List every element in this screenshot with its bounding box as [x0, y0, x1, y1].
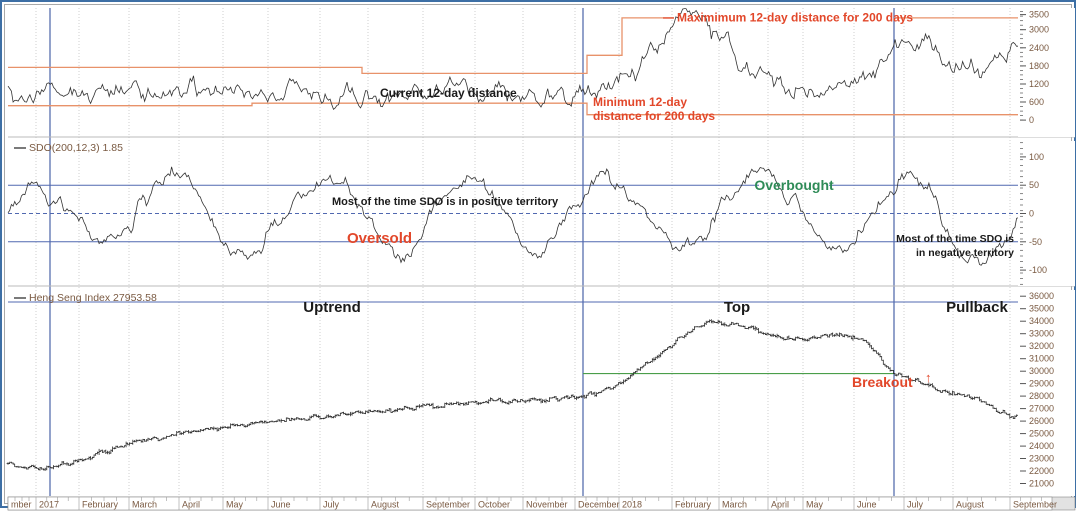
svg-text:September: September [426, 500, 470, 510]
svg-text:30000: 30000 [1029, 366, 1054, 376]
svg-text:1200: 1200 [1029, 79, 1049, 89]
svg-text:3500: 3500 [1029, 10, 1049, 20]
svg-text:June: June [271, 500, 291, 510]
svg-text:Minimum 12-day: Minimum 12-day [593, 95, 687, 109]
svg-text:Maximimum 12-day distance for: Maximimum 12-day distance for 200 days [677, 11, 913, 25]
svg-text:Overbought: Overbought [754, 177, 834, 193]
svg-text:26000: 26000 [1029, 416, 1054, 426]
svg-text:23000: 23000 [1029, 454, 1054, 464]
svg-text:34000: 34000 [1029, 316, 1054, 326]
svg-text:April: April [182, 500, 200, 510]
svg-text:21000: 21000 [1029, 479, 1054, 489]
svg-text:2017: 2017 [39, 500, 59, 510]
svg-text:↑: ↑ [925, 370, 932, 385]
svg-text:August: August [371, 500, 400, 510]
svg-text:mber: mber [11, 500, 32, 510]
svg-text:-100: -100 [1029, 265, 1047, 275]
svg-text:May: May [806, 500, 824, 510]
svg-text:25000: 25000 [1029, 429, 1054, 439]
svg-text:Current 12-day distance: Current 12-day distance [380, 86, 517, 100]
svg-text:August: August [956, 500, 985, 510]
svg-text:February: February [82, 500, 119, 510]
svg-text:2400: 2400 [1029, 43, 1049, 53]
svg-text:33000: 33000 [1029, 329, 1054, 339]
svg-text:November: November [526, 500, 568, 510]
svg-text:35000: 35000 [1029, 304, 1054, 314]
svg-text:1800: 1800 [1029, 61, 1049, 71]
svg-text:24000: 24000 [1029, 441, 1054, 451]
svg-text:36000: 36000 [1029, 291, 1054, 301]
svg-text:February: February [675, 500, 712, 510]
svg-text:June: June [857, 500, 877, 510]
svg-text:December: December [578, 500, 620, 510]
svg-text:Most of the time SDO is in pos: Most of the time SDO is in positive terr… [332, 196, 559, 208]
svg-text:Pullback: Pullback [946, 299, 1008, 316]
svg-text:May: May [226, 500, 244, 510]
svg-text:March: March [132, 500, 157, 510]
svg-text:0: 0 [1029, 209, 1034, 219]
svg-text:Breakout: Breakout [852, 374, 913, 390]
svg-text:27000: 27000 [1029, 404, 1054, 414]
svg-text:50: 50 [1029, 180, 1039, 190]
svg-text:March: March [722, 500, 747, 510]
svg-text:July: July [323, 500, 340, 510]
svg-text:SDO(200,12,3) 1.85: SDO(200,12,3) 1.85 [29, 142, 123, 154]
svg-text:Most of the time SDO is: Most of the time SDO is [896, 233, 1014, 245]
svg-text:3000: 3000 [1029, 25, 1049, 35]
svg-text:31000: 31000 [1029, 354, 1054, 364]
svg-text:Heng Seng Index 27953.58: Heng Seng Index 27953.58 [29, 292, 157, 304]
svg-text:2018: 2018 [622, 500, 642, 510]
svg-text:0: 0 [1029, 115, 1034, 125]
svg-text:Oversold: Oversold [347, 230, 412, 247]
svg-text:28000: 28000 [1029, 391, 1054, 401]
svg-text:600: 600 [1029, 97, 1044, 107]
svg-text:Top: Top [724, 299, 750, 316]
svg-text:April: April [771, 500, 789, 510]
svg-text:22000: 22000 [1029, 466, 1054, 476]
svg-text:Uptrend: Uptrend [303, 299, 361, 316]
svg-text:distance for 200 days: distance for 200 days [593, 109, 715, 123]
svg-text:October: October [478, 500, 510, 510]
svg-text:-50: -50 [1029, 237, 1042, 247]
svg-text:32000: 32000 [1029, 341, 1054, 351]
svg-text:July: July [907, 500, 924, 510]
svg-text:29000: 29000 [1029, 379, 1054, 389]
svg-text:September: September [1013, 500, 1057, 510]
svg-text:100: 100 [1029, 152, 1044, 162]
svg-text:in negative territory: in negative territory [916, 247, 1014, 259]
